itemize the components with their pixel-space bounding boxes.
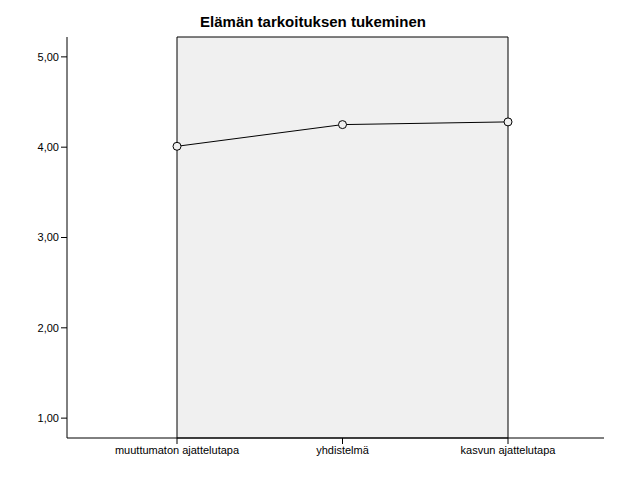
svg-text:4,00: 4,00 [38, 141, 59, 153]
html-text:Elämän tarkoituksen tukeminen: Elämän tarkoituksen tukeminen [200, 13, 426, 30]
svg-text:1,00: 1,00 [38, 412, 59, 424]
svg-text:2,00: 2,00 [38, 322, 59, 334]
svg-text:muuttumaton ajattelutapa: muuttumaton ajattelutapa [115, 444, 240, 456]
svg-text:3,00: 3,00 [38, 231, 59, 243]
svg-text:kasvun ajattelutapa: kasvun ajattelutapa [461, 444, 557, 456]
svg-text:5,00: 5,00 [38, 51, 59, 63]
svg-text:yhdistelmä: yhdistelmä [316, 444, 369, 456]
